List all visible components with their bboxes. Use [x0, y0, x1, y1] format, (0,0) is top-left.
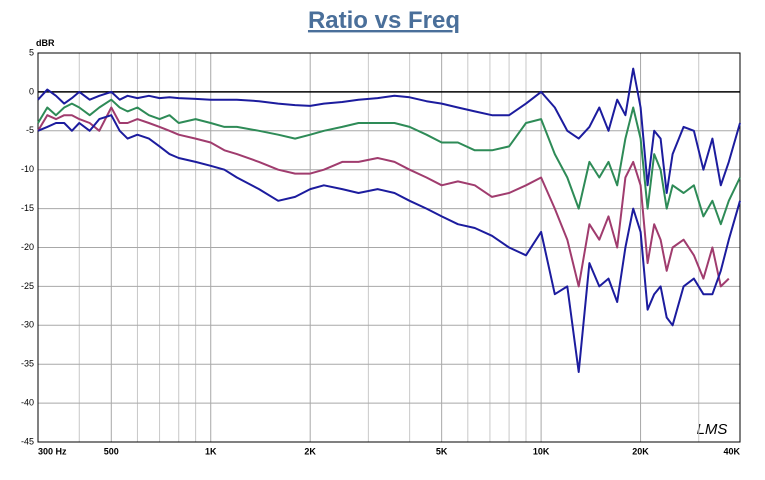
x-tick-label: 2K [304, 446, 316, 456]
x-tick-label: 500 [104, 446, 119, 456]
y-tick-label: 5 [29, 47, 34, 57]
y-tick-label: -15 [21, 203, 34, 213]
y-tick-label: -30 [21, 320, 34, 330]
y-tick-label: -35 [21, 359, 34, 369]
x-tick-label: 20K [632, 446, 649, 456]
y-tick-label: 0 [29, 86, 34, 96]
y-tick-label: -20 [21, 242, 34, 252]
y-tick-label: -45 [21, 436, 34, 446]
x-tick-label: 40K [723, 446, 740, 456]
x-tick-label: 5K [436, 446, 448, 456]
plot-frame [37, 52, 741, 443]
x-tick-label: 300 Hz [38, 446, 67, 456]
chart-title: Ratio vs Freq [308, 7, 460, 34]
y-tick-label: -40 [21, 397, 34, 407]
x-tick-label: 1K [205, 446, 217, 456]
y-tick-label: -10 [21, 164, 34, 174]
y-tick-label: -5 [26, 125, 34, 135]
x-tick-label: 10K [533, 446, 550, 456]
series-line [37, 106, 730, 288]
watermark: LMS [697, 421, 728, 438]
y-tick-label: -25 [21, 281, 34, 291]
series-line [37, 114, 741, 373]
series-line [37, 98, 741, 226]
y-axis-label: dBR [36, 38, 55, 48]
series-line [37, 67, 741, 194]
